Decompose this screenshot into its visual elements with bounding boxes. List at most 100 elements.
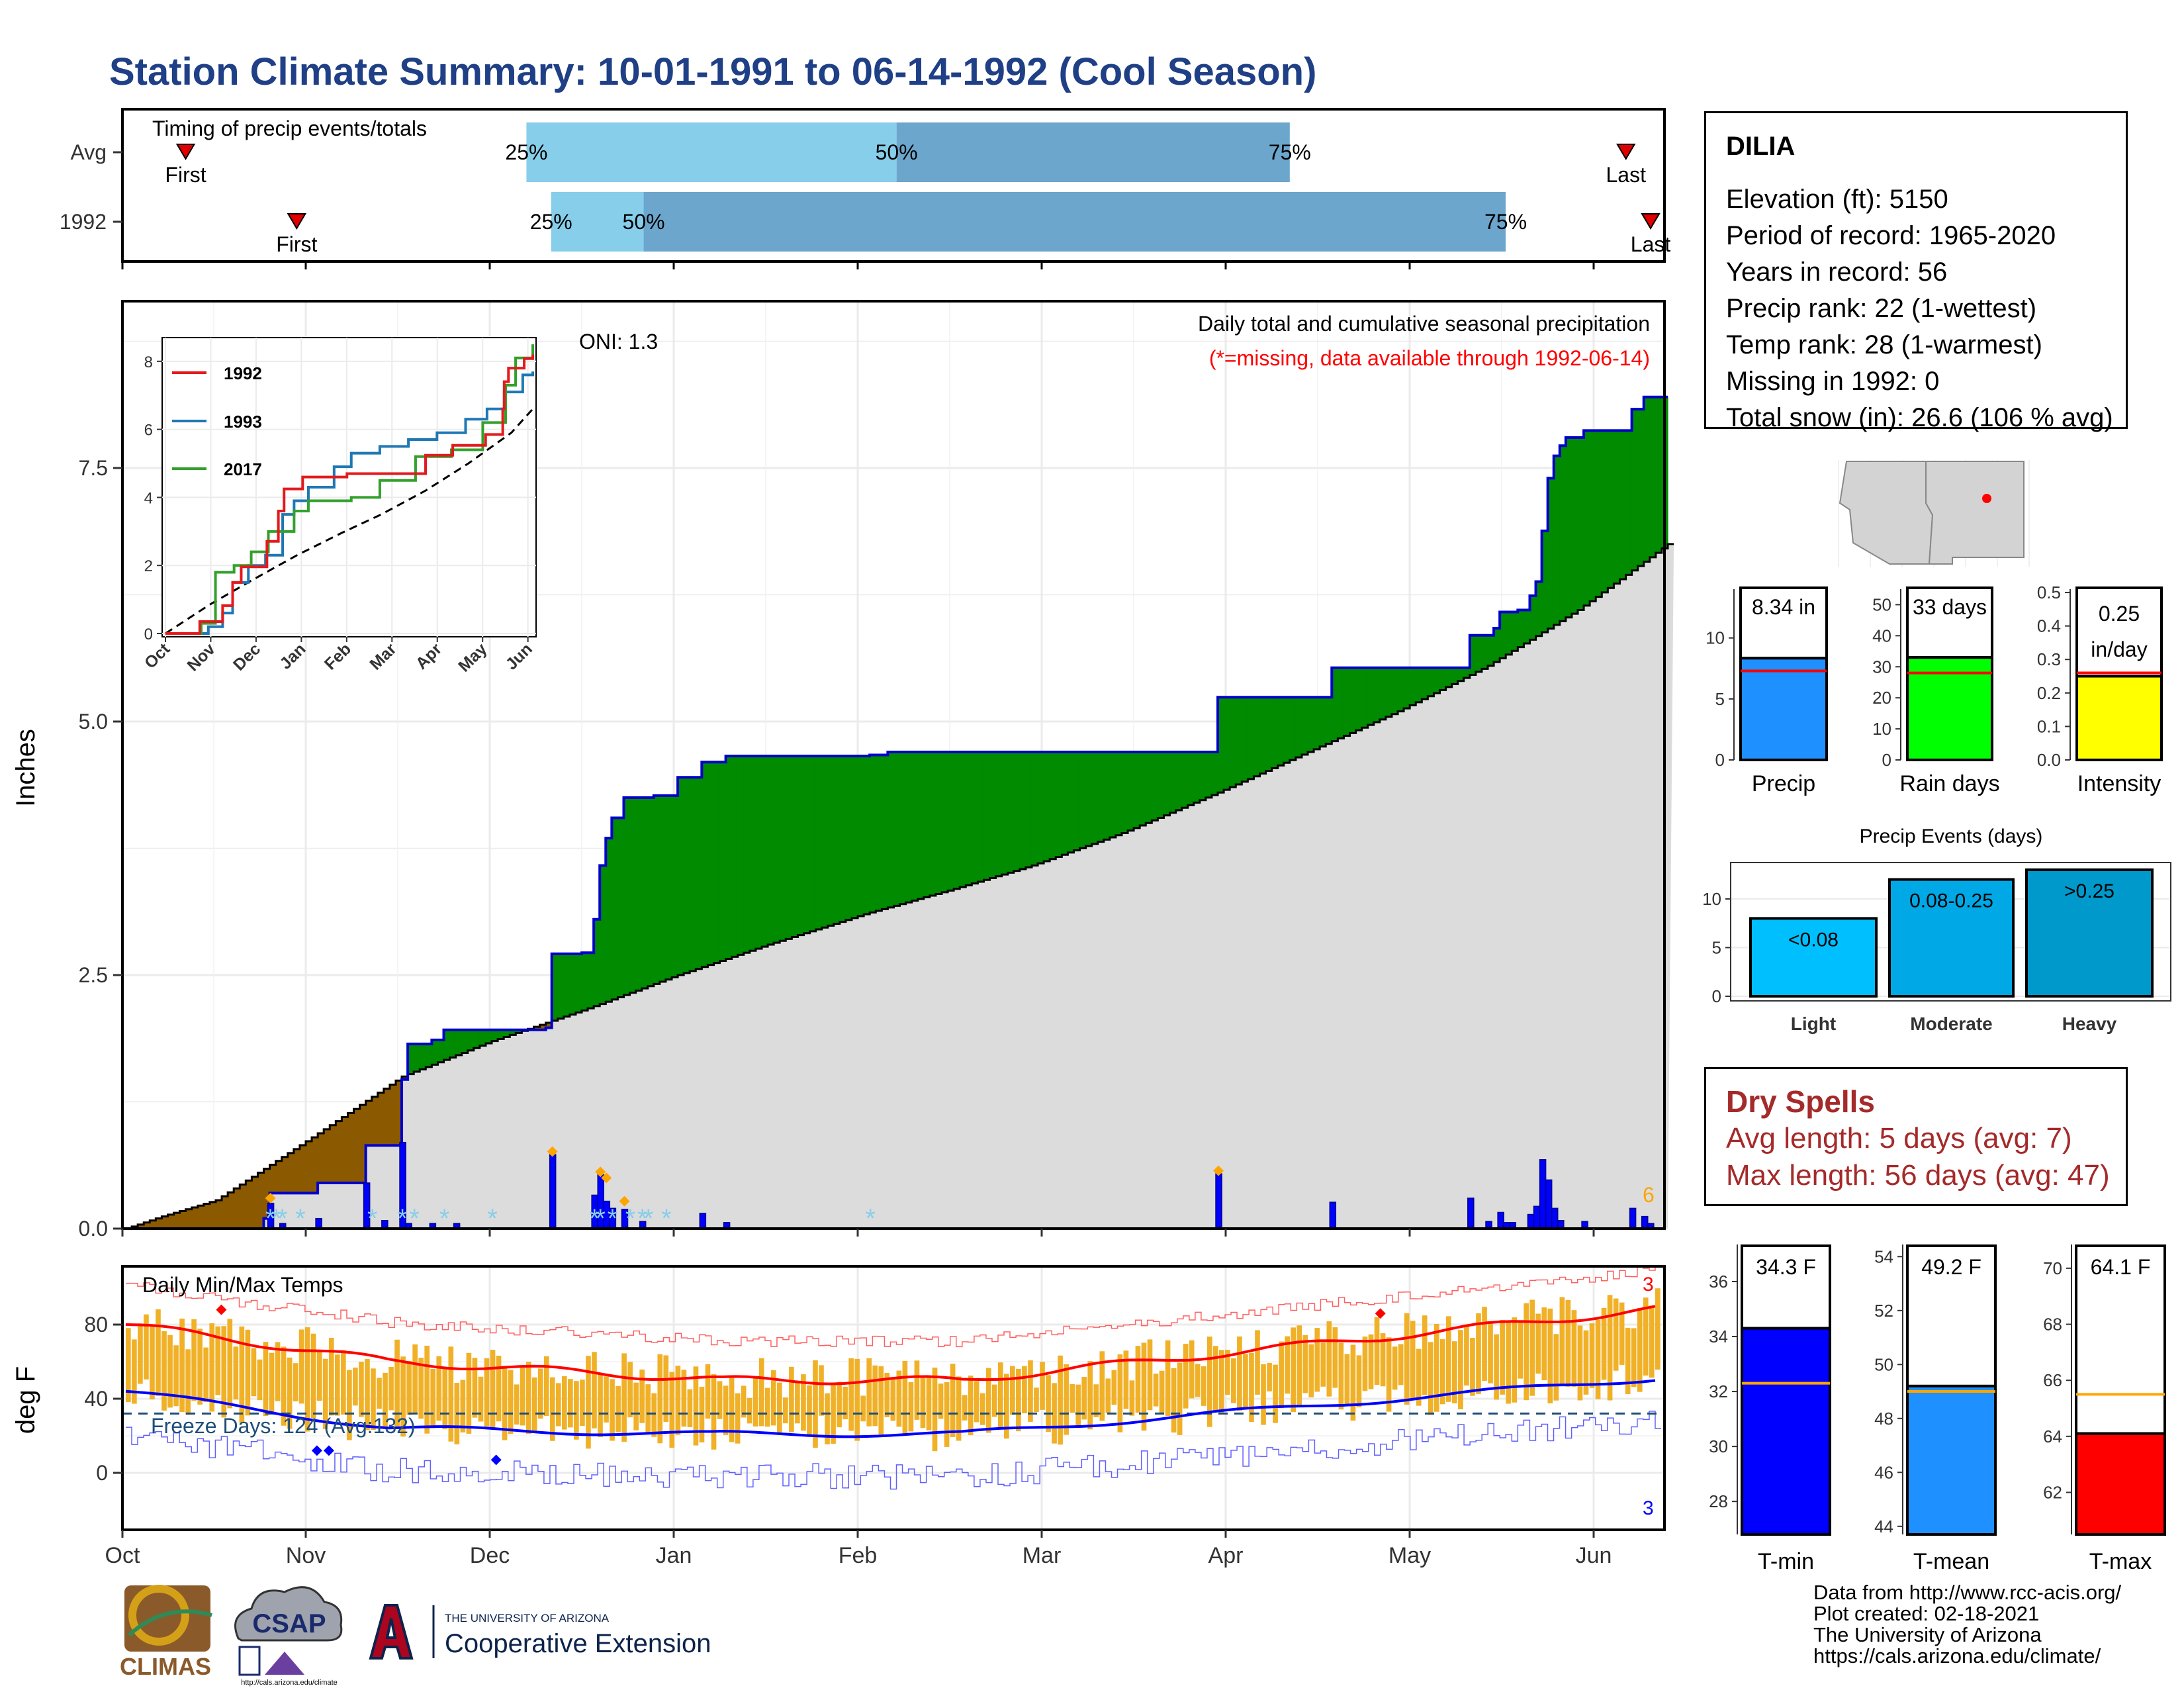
daily-temp-bar [735,1393,741,1444]
daily-temp-bar [866,1358,872,1427]
mini-ytick-label: 0 [1715,750,1725,770]
snow-day-marker [547,1146,558,1157]
daily-temp-bar [831,1382,836,1444]
daily-temp-bar [191,1319,197,1401]
daily-temp-bar [610,1379,615,1441]
above-average-fill [510,1029,516,1035]
above-average-fill [635,797,643,991]
above-average-fill [1079,751,1087,849]
daily-temp-bar [758,1358,764,1427]
csap-logo-text: CSAP [252,1609,326,1638]
daily-temp-bar [926,1376,932,1430]
daily-temp-bar [1099,1351,1105,1421]
above-average-fill [1637,409,1645,567]
daily-temp-bar [406,1360,412,1415]
above-average-fill [1091,751,1099,844]
daily-temp-bar [979,1393,985,1425]
mini-bar-rain-days [1906,656,1993,762]
daily-precip-bar [1551,1207,1559,1229]
daily-temp-bar [1494,1334,1499,1400]
daily-temp-bar [1512,1317,1517,1403]
daily-temp-bar [819,1365,824,1416]
daily-temp-bar [185,1349,191,1415]
precip-frame [121,300,1666,1230]
daily-temp-bar [878,1366,884,1435]
daily-temp-bar [586,1356,591,1449]
daily-temp-bar [1129,1380,1135,1416]
daily-temp-bar [1206,1336,1212,1427]
daily-temp-bar [1488,1321,1493,1383]
daily-temp-bar [304,1327,310,1432]
above-average-fill [864,756,870,915]
daily-temp-bar [400,1356,406,1437]
daily-temp-bar [1159,1370,1165,1413]
above-average-fill [1187,751,1195,806]
above-average-fill [498,1029,504,1039]
above-average-fill [1146,751,1152,823]
mini-label: Rain days [1899,771,1999,796]
daily-temp-bar [1625,1327,1631,1395]
daily-precip-bar [315,1217,322,1229]
above-average-fill [1475,635,1482,672]
above-average-fill [1085,751,1093,847]
above-average-fill [749,756,756,951]
daily-temp-bar [1601,1307,1607,1380]
daily-temp-bar [1016,1368,1021,1432]
daily-temp-bar [245,1329,251,1416]
daily-temp-bar [1064,1364,1069,1435]
above-average-fill [1428,667,1435,696]
temp-count-top: 3 [1643,1274,1654,1295]
daily-temp-bar [1297,1325,1302,1405]
dry-spells-max: Max length: 56 days (avg: 47) [1726,1159,2110,1192]
station-info-box: DILIA Elevation (ft): 5150 Period of rec… [1704,111,2128,432]
daily-temp-bar [693,1366,699,1446]
daily-temp-bar [825,1393,830,1444]
temp-panel-label: Daily Min/Max Temps [142,1273,343,1297]
below-average-fill [312,1137,318,1194]
daily-temp-bar [848,1358,854,1431]
above-average-fill [1596,430,1602,597]
tbar-ytick-label: 46 [1874,1462,1893,1482]
daily-temp-bar [1040,1362,1045,1410]
daily-temp-bar [747,1397,752,1424]
tbar-ytick-label: 30 [1709,1436,1728,1456]
daily-temp-bar [627,1362,633,1418]
daily-temp-bar [514,1384,520,1425]
tbar-ytick-label: 54 [1874,1246,1893,1266]
daily-precip-bar [1467,1197,1475,1229]
daily-temp-bar [592,1352,597,1429]
below-average-fill [359,1105,367,1184]
daily-temp-bar [1231,1358,1236,1403]
tbar-label: T-max [2089,1549,2152,1574]
daily-temp-bar [1302,1335,1308,1393]
above-average-fill [1463,667,1471,679]
inset-frame [161,337,537,637]
daily-temp-bar [537,1368,543,1419]
above-average-fill [1320,697,1326,747]
above-average-fill [1643,397,1651,562]
daily-temp-bar [1541,1307,1547,1381]
above-average-fill [870,755,876,913]
above-average-fill [665,795,672,980]
above-average-fill [1038,751,1044,864]
timing-last-marker [1641,213,1661,230]
tbar-label: T-mean [1913,1549,1989,1574]
above-average-fill [1253,697,1261,776]
mini-ytick-label: 0.0 [2037,750,2061,770]
above-average-fill [839,756,846,922]
below-average-fill [383,1088,390,1146]
above-average-fill [899,751,907,904]
month-label: Jun [1576,1543,1612,1568]
station-total-snow: Total snow (in): 26.6 (106 % avg) [1726,403,2113,432]
above-average-fill [606,838,612,1002]
tbar-ytick-label: 52 [1874,1301,1893,1321]
daily-temp-bar [1332,1327,1338,1388]
daily-temp-bar [1577,1325,1583,1401]
above-average-fill [659,795,666,982]
credit-institution: The University of Arizona [1813,1623,2042,1646]
above-average-fill [443,1029,451,1060]
credits: Data from http://www.rcc-acis.org/ Plot … [1813,1582,2121,1667]
above-average-fill [995,751,1003,876]
above-average-fill [821,756,829,928]
daily-temp-bar [1631,1328,1637,1387]
